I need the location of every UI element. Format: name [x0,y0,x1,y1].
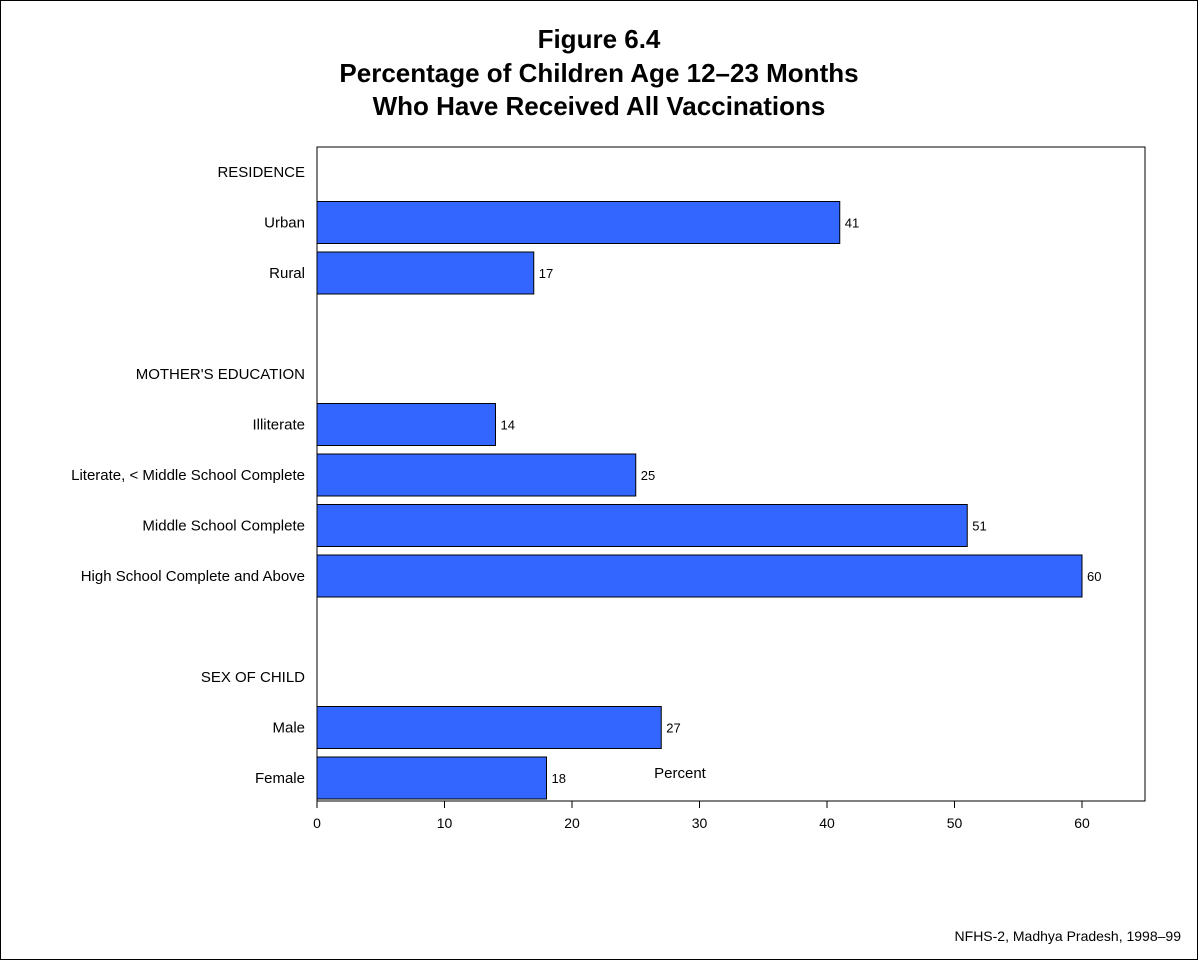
bar [316,706,662,749]
data-label: 18 [552,771,566,786]
category-label: Illiterate [252,417,305,434]
bar [316,403,496,446]
bar [316,554,1083,598]
data-label: 51 [972,519,986,534]
category-groups: RESIDENCE Urban Rural MOTHER'S EDUCATION Ill… [71,164,305,787]
x-tick-label: 50 [947,815,963,831]
category-label: Female [255,770,305,787]
category-label: Rural [269,265,305,282]
category-label: High School Complete and Above [81,568,305,585]
category-label: Male [272,720,305,737]
bar [316,756,547,800]
chart-title-line: Figure 6.4 [538,24,661,54]
bar [316,504,968,547]
x-tick-label: 30 [692,815,708,831]
group-label: RESIDENCE [217,164,305,181]
data-label: 14 [501,418,515,433]
category-label: Urban [264,215,305,232]
x-tick-label: 10 [437,815,453,831]
bars: 41 17 14 25 51 60 27 18 [316,201,1101,800]
bar [316,251,535,295]
category-label: Literate, < Middle School Complete [71,467,305,484]
data-label: 17 [539,266,553,281]
x-tick-label: 40 [819,815,835,831]
x-axis-title: Percent [654,765,707,782]
x-tick-label: 60 [1074,815,1090,831]
chart-title: Figure 6.4 Percentage of Children Age 12–… [339,24,858,121]
x-tick-label: 0 [313,815,321,831]
group-label: MOTHER'S EDUCATION [136,366,305,383]
x-tick-label: 20 [564,815,580,831]
bar [316,453,637,497]
chart-title-line: Who Have Received All Vaccinations [373,91,826,121]
data-label: 60 [1087,569,1101,584]
group-label: SEX OF CHILD [201,669,305,686]
x-axis: 0 10 20 30 40 50 60 [313,801,1090,831]
bar [316,201,841,244]
data-label: 25 [641,468,655,483]
chart-title-line: Percentage of Children Age 12–23 Months [339,58,858,88]
data-label: 41 [845,216,859,231]
data-label: 27 [666,721,680,736]
category-label: Middle School Complete [142,518,305,535]
source-note: NFHS-2, Madhya Pradesh, 1998–99 [955,928,1182,944]
